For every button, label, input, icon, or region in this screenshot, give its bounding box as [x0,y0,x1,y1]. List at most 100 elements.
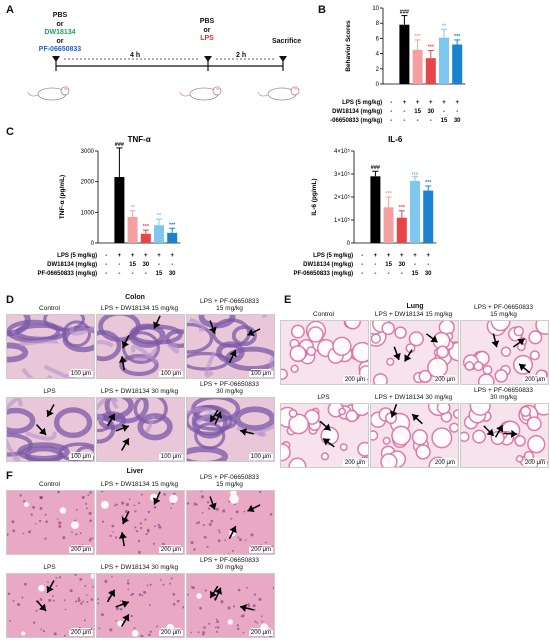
scale-bar-label: 200 μm [432,375,457,383]
arrow-icon [214,587,222,601]
colon-micrograph: 100 μm [6,397,95,462]
colon-caption: LPS + PF-06650833 15 mg/kg [199,298,260,312]
arrow-icon [115,424,130,432]
lung-micrograph: 200 μm [370,320,459,385]
lung-caption: LPS + PF-06650833 15 mg/kg [473,304,534,318]
liver-tissue [187,585,274,637]
y-tick-label: 2000 [81,180,95,186]
arrow-icon [491,333,500,348]
scale-bar-label: 200 μm [342,458,367,466]
timeline-pbs-1: PBS [52,12,68,19]
lung-tissue [371,321,458,384]
arrow-icon [121,511,130,525]
y-tick-label: 8 [376,21,380,27]
colon-micrograph: 100 μm [96,397,185,462]
significance-label: ** [157,213,162,219]
treatment-cell: - [401,271,403,277]
panel-label-f: F [6,470,13,482]
treatment-cell: - [145,271,147,277]
arrow-icon [209,409,219,423]
lung-tissue [281,404,368,467]
arrow-icon [46,404,55,418]
treatment-cell: - [118,271,120,277]
liver-micrograph: 200 μm [96,573,185,638]
colon-tissue [97,315,184,377]
y-tick-label: 0 [91,241,95,247]
treatment-cell: - [390,118,392,124]
treatment-cell: + [429,100,433,106]
treatment-cell: + [426,253,430,259]
treatment-cell: 30 [454,118,461,124]
colon-caption: Control [39,305,60,312]
arrow-icon [153,491,161,505]
timeline-lps: LPS [200,35,214,42]
colon-tissue [187,398,274,461]
treatment-cell: - [374,262,376,268]
treatment-cell: - [361,262,363,268]
colon-micrograph: 100 μm [6,314,95,379]
significance-label: ns [412,171,418,177]
bar [114,177,125,243]
arrow-icon [106,589,116,603]
treatment-row-label: DW18134 (mg/kg) [332,109,382,115]
scale-bar-label: 200 μm [248,545,273,553]
scale-bar-label: 200 μm [68,545,93,553]
scale-bar-label: 200 μm [158,628,183,636]
bar [154,225,164,243]
arrow-icon [483,425,495,437]
y-axis-label: TNF-α (pg/mL) [59,175,66,219]
arrow-icon [319,420,332,432]
y-tick-label: 10 [372,6,379,12]
bar [370,176,381,243]
colon-tissue [187,315,274,378]
bar [383,207,394,243]
bar [452,44,463,84]
timeline-or-3: or [203,26,211,34]
scale-bar-label: 100 μm [68,452,93,460]
liver-micrograph: 200 μm [186,490,275,555]
arrow-icon [518,363,531,374]
lung-micrograph: 200 μm [370,403,459,468]
liver-tissue [187,491,274,554]
treatment-cell: - [132,271,134,277]
scale-bar-label: 100 μm [158,369,183,377]
significance-label: *** [143,224,150,230]
scale-bar-label: 100 μm [68,369,93,377]
arrow-icon [239,604,254,612]
arrow-icon [389,404,398,418]
arrow-icon [153,315,161,329]
bar [167,232,178,243]
colon-tissue [97,398,173,451]
significance-label: ### [371,165,380,171]
arrow-icon [121,437,130,451]
lung-micrograph: 200 μm [280,403,369,468]
arrow-icon [209,585,219,599]
scale-bar-label: 200 μm [522,375,547,383]
arrow-icon [322,437,335,448]
treatment-cell: + [170,253,174,259]
arrow-icon [209,320,217,334]
y-tick-label: 4×10⁵ [334,148,351,155]
treatment-row-label: DW18134 (mg/kg) [303,262,353,268]
arrow-icon [46,580,55,594]
treatment-cell: - [105,271,107,277]
timeline-second-labels: PBS or LPS [187,18,227,44]
timeline-or-1: or [56,20,64,28]
y-tick-label: 4 [376,52,380,58]
arrow-icon [393,346,401,361]
arrow-icon [494,424,504,438]
colon-tissue [7,315,94,378]
significance-label: *** [385,191,392,197]
y-axis-label: IL-6 (pg/mL) [311,178,318,215]
treatment-cell: 30 [427,109,434,115]
lung-title: Lung [406,303,424,310]
arrow-icon [35,600,47,612]
arrow-icon [209,496,217,510]
y-tick-label: 2×10⁵ [334,194,351,201]
treatment-cell: + [374,253,378,259]
treatment-cell: - [171,262,173,268]
colon-micrograph: 100 μm [186,397,275,462]
significance-label: ### [400,10,409,16]
treatment-row-label: LPS (5 mg/kg) [313,253,353,259]
